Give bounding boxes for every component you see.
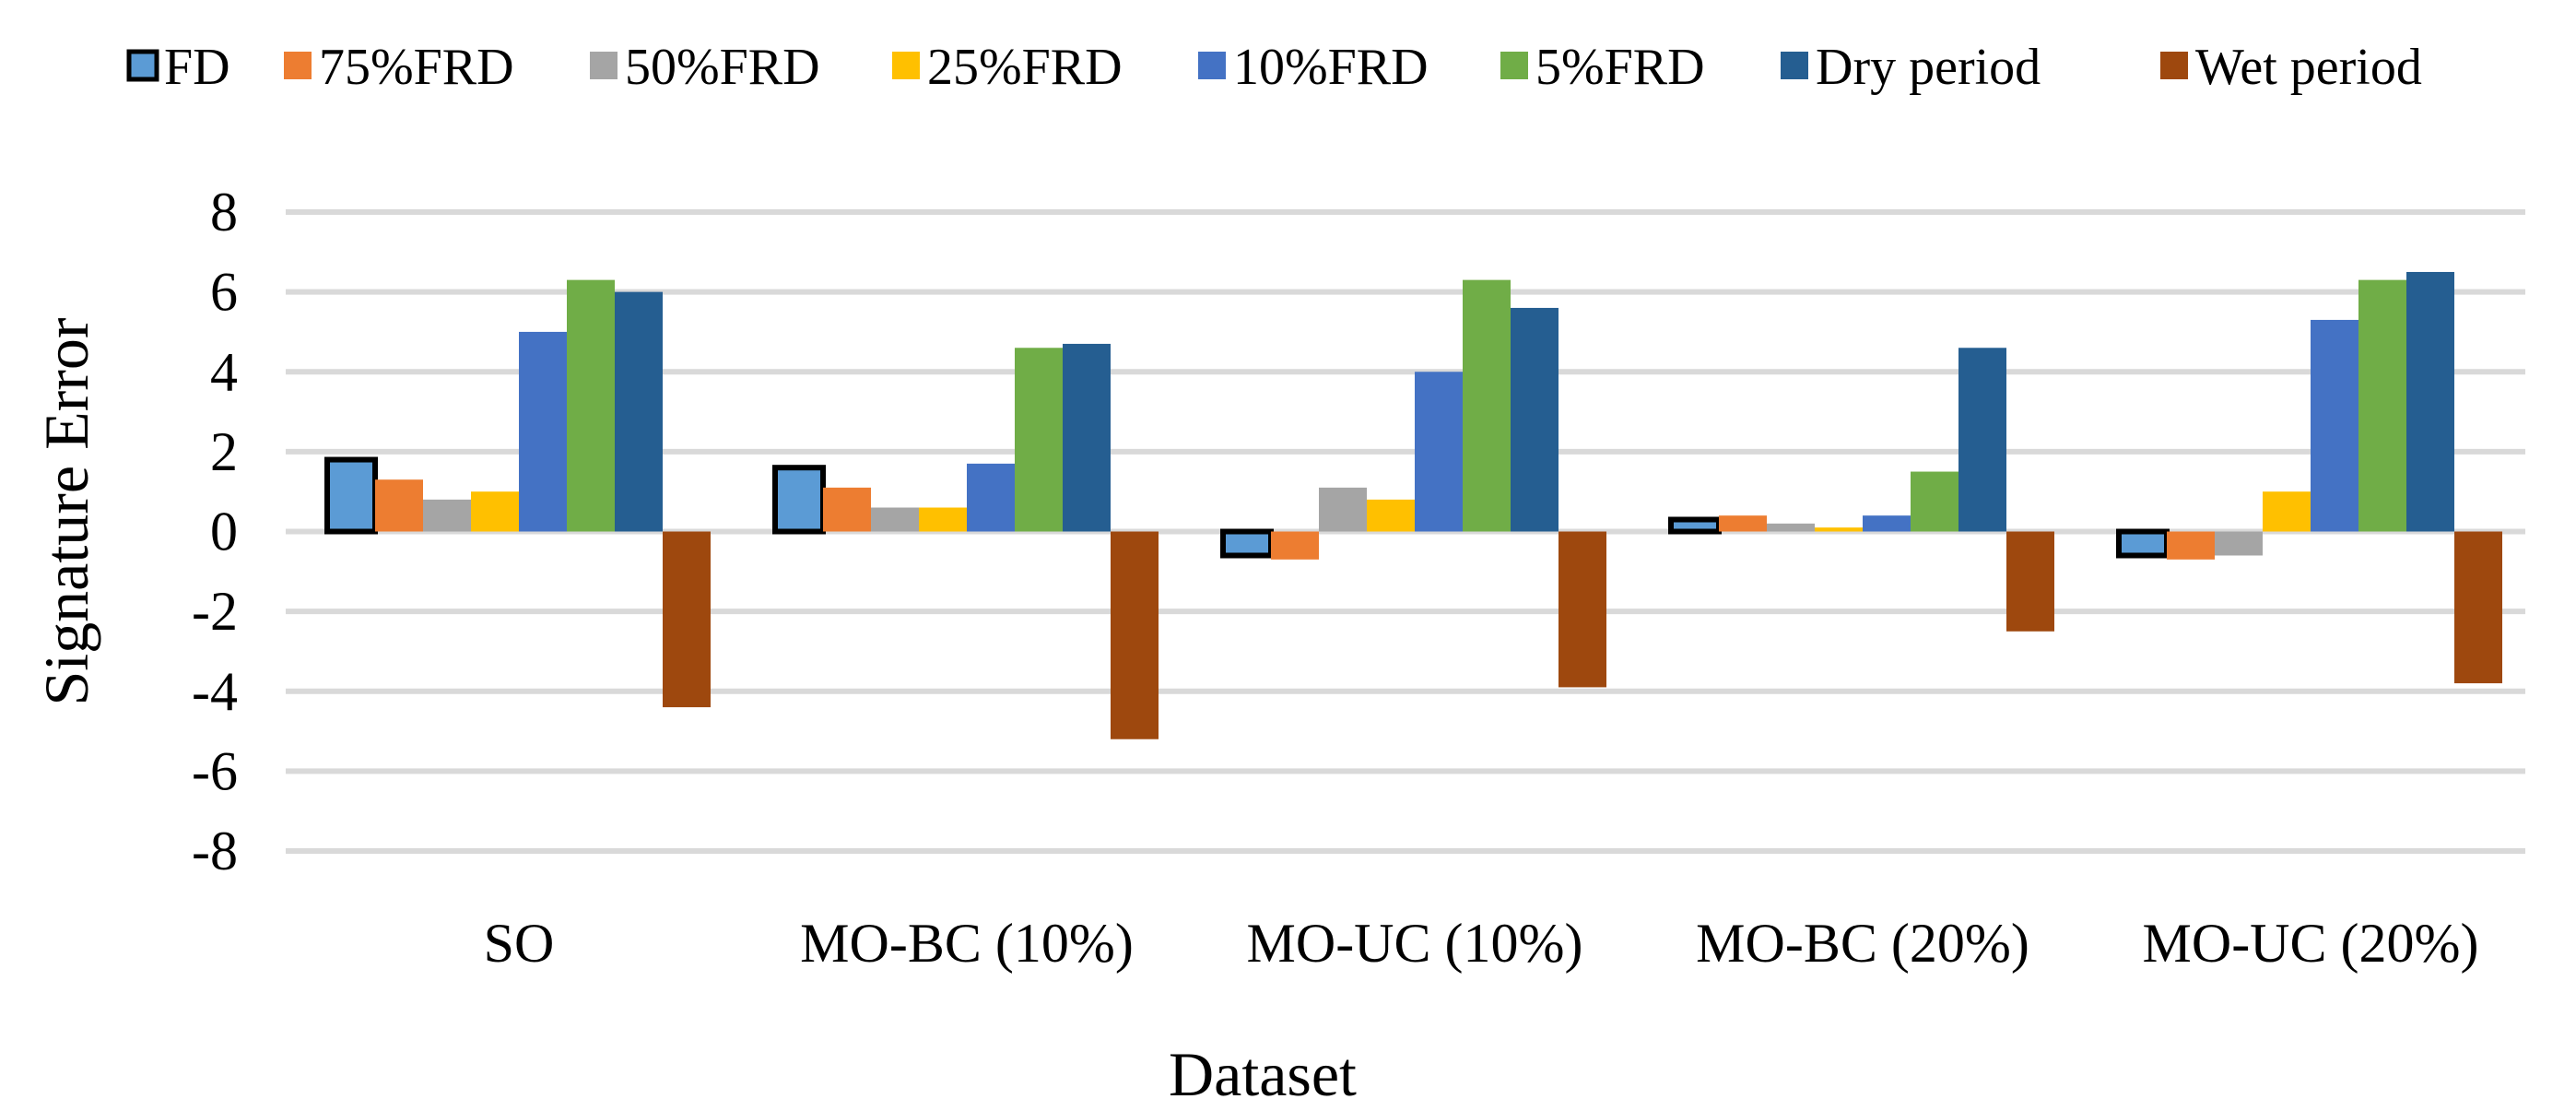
y-axis-ticks: 8 6 4 2 0 -2 -4 -6 -8 bbox=[192, 182, 238, 881]
bar-wet-period-mo-uc-20pct bbox=[2454, 531, 2502, 684]
legend-swatch-5pctfrd bbox=[1500, 52, 1528, 79]
y-tick-label: 6 bbox=[210, 262, 238, 323]
legend-swatch-dry-period bbox=[1781, 52, 1808, 79]
legend-label: Wet period bbox=[2195, 39, 2422, 96]
legend-swatch-10pctfrd bbox=[1198, 52, 1226, 79]
bar-dry-period-mo-bc-10pct bbox=[1063, 343, 1111, 532]
legend-swatch-fd bbox=[126, 49, 159, 82]
bar-50pctfrd-mo-uc-10pct bbox=[1319, 487, 1367, 532]
bar-25pctfrd-mo-bc-10pct bbox=[919, 507, 967, 532]
y-tick-label: -4 bbox=[192, 661, 238, 722]
x-category-label: SO bbox=[484, 913, 555, 974]
bar-wet-period-mo-bc-10pct bbox=[1111, 531, 1159, 739]
legend-label: 75%FRD bbox=[319, 39, 514, 96]
legend-label: 25%FRD bbox=[927, 39, 1123, 96]
bar-dry-period-so bbox=[615, 291, 663, 532]
bar-50pctfrd-so bbox=[423, 499, 471, 532]
legend-label: 10%FRD bbox=[1233, 39, 1429, 96]
legend-label: 5%FRD bbox=[1535, 39, 1705, 96]
bar-fd-mo-uc-10pct bbox=[1220, 528, 1274, 559]
bar-dry-period-mo-uc-20pct bbox=[2406, 271, 2454, 532]
y-tick-label: 2 bbox=[210, 421, 238, 482]
bar-50pctfrd-mo-uc-20pct bbox=[2215, 531, 2263, 556]
bar-25pctfrd-mo-uc-20pct bbox=[2263, 491, 2311, 532]
bars bbox=[324, 271, 2502, 739]
bar-25pctfrd-mo-bc-20pct bbox=[1815, 527, 1863, 532]
bar-wet-period-mo-bc-20pct bbox=[2006, 531, 2054, 632]
x-axis-title: Dataset bbox=[1169, 1039, 1357, 1109]
bar-75pctfrd-mo-bc-10pct bbox=[823, 487, 871, 532]
x-category-label: MO-UC (20%) bbox=[2143, 913, 2479, 974]
bar-10pctfrd-mo-bc-10pct bbox=[967, 463, 1015, 532]
y-tick-label: -2 bbox=[192, 581, 238, 642]
y-tick-label: -8 bbox=[192, 821, 238, 881]
bar-5pctfrd-mo-bc-20pct bbox=[1911, 471, 1958, 532]
bar-5pctfrd-mo-uc-10pct bbox=[1463, 279, 1511, 532]
y-tick-label: 8 bbox=[210, 182, 238, 242]
bar-dry-period-mo-bc-20pct bbox=[1958, 348, 2006, 532]
bar-wet-period-so bbox=[663, 531, 711, 708]
bar-50pctfrd-mo-bc-20pct bbox=[1767, 523, 1815, 532]
bar-10pctfrd-so bbox=[519, 331, 567, 532]
bar-25pctfrd-so bbox=[471, 491, 519, 532]
bar-50pctfrd-mo-bc-10pct bbox=[871, 507, 919, 532]
bar-5pctfrd-mo-uc-20pct bbox=[2358, 279, 2406, 532]
bar-5pctfrd-mo-bc-10pct bbox=[1015, 348, 1063, 532]
bar-fd-mo-bc-20pct bbox=[1668, 516, 1722, 535]
bar-10pctfrd-mo-uc-20pct bbox=[2311, 319, 2358, 532]
bar-75pctfrd-mo-uc-10pct bbox=[1271, 531, 1319, 560]
legend-swatch-50pctfrd bbox=[590, 52, 618, 79]
x-category-label: MO-BC (10%) bbox=[800, 913, 1134, 974]
bar-fd-so bbox=[324, 456, 378, 535]
bar-10pctfrd-mo-bc-20pct bbox=[1863, 515, 1911, 532]
x-axis-categories: SO MO-BC (10%) MO-UC (10%) MO-BC (20%) MO-UC… bbox=[484, 913, 2479, 974]
bar-5pctfrd-so bbox=[567, 279, 615, 532]
legend-swatch-wet-period bbox=[2160, 52, 2188, 79]
bar-dry-period-mo-uc-10pct bbox=[1511, 307, 1559, 532]
legend-swatch-75pctfrd bbox=[284, 52, 312, 79]
x-category-label: MO-UC (10%) bbox=[1247, 913, 1583, 974]
bar-75pctfrd-mo-bc-20pct bbox=[1719, 515, 1767, 532]
y-tick-label: 0 bbox=[210, 502, 238, 562]
y-axis-title: Signature Error bbox=[31, 317, 101, 705]
legend-label: FD bbox=[164, 39, 230, 96]
bar-25pctfrd-mo-uc-10pct bbox=[1367, 499, 1415, 532]
x-category-label: MO-BC (20%) bbox=[1696, 913, 2029, 974]
legend-label: 50%FRD bbox=[625, 39, 820, 96]
bar-75pctfrd-mo-uc-20pct bbox=[2167, 531, 2215, 560]
bar-wet-period-mo-uc-10pct bbox=[1559, 531, 1606, 688]
y-tick-label: -6 bbox=[192, 740, 238, 801]
legend-label: Dry period bbox=[1816, 39, 2041, 96]
bar-10pctfrd-mo-uc-10pct bbox=[1415, 372, 1463, 532]
legend-swatch-25pctfrd bbox=[892, 52, 920, 79]
bar-fd-mo-bc-10pct bbox=[772, 465, 826, 535]
legend: FD 75%FRD 50%FRD 25%FRD 10%FRD 5%FRD Dry perio… bbox=[126, 39, 2422, 96]
bar-75pctfrd-so bbox=[375, 479, 423, 532]
bar-fd-mo-uc-20pct bbox=[2116, 528, 2170, 559]
y-tick-label: 4 bbox=[210, 341, 238, 402]
